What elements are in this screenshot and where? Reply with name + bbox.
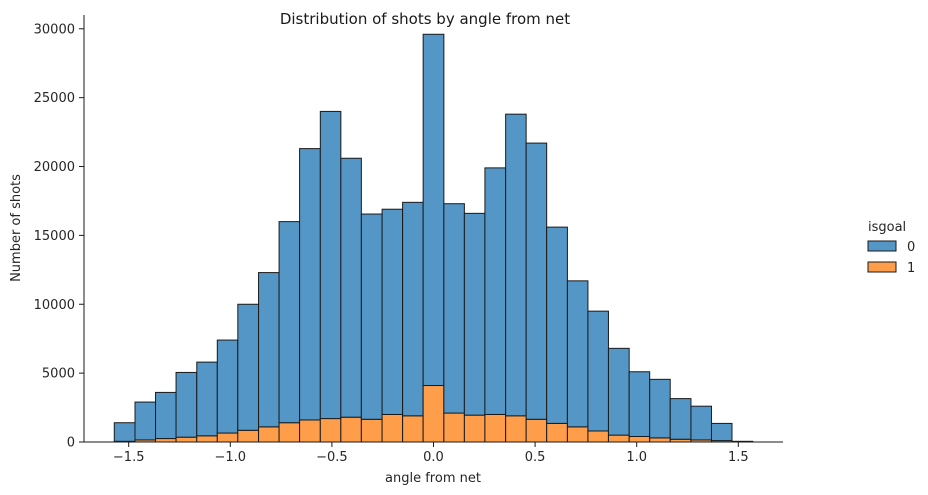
bars-group — [113, 33, 754, 443]
bar-isgoal-1-bin-13 — [360, 418, 383, 443]
bar-isgoal-1-bin-19 — [484, 413, 507, 443]
bar-isgoal-0-bin-3 — [155, 391, 177, 440]
legend-items: 01 — [867, 240, 915, 276]
bar-isgoal-1-bin-8 — [258, 426, 280, 443]
bar-isgoal-0-bin-4 — [175, 371, 198, 438]
bar-isgoal-0-bin-17 — [443, 203, 465, 414]
bar-isgoal-0-bin-21 — [525, 142, 548, 420]
legend-swatch-0 — [867, 240, 897, 252]
x-axis-label: angle from net — [385, 471, 481, 486]
bar-isgoal-1-bin-3 — [155, 438, 177, 443]
y-ticks: 0 5000 10000 15000 20000 25000 30000 — [34, 22, 84, 451]
bar-isgoal-0-bin-9 — [278, 221, 301, 424]
bar-isgoal-1-bin-4 — [175, 436, 198, 443]
bar-isgoal-0-bin-5 — [196, 361, 218, 437]
bar-isgoal-1-bin-16 — [422, 385, 445, 443]
bar-isgoal-0-bin-15 — [402, 201, 424, 417]
bar-isgoal-0-bin-27 — [649, 378, 671, 439]
y-tick-label: 5000 — [42, 367, 75, 382]
x-tick-label: −1.5 — [113, 450, 145, 465]
x-tick-label: 1.5 — [728, 450, 749, 465]
x-ticks: −1.5 −1.0 −0.5 0.0 0.5 1.0 1.5 — [113, 442, 749, 465]
bar-isgoal-1-bin-23 — [566, 426, 589, 443]
y-tick-label: 30000 — [34, 22, 75, 37]
y-tick-label: 25000 — [34, 91, 75, 106]
bar-isgoal-0-bin-26 — [628, 371, 651, 437]
bar-isgoal-0-bin-7 — [237, 303, 260, 431]
legend-title: isgoal — [868, 220, 906, 235]
bar-isgoal-0-bin-23 — [566, 280, 589, 428]
legend-label-1: 1 — [907, 261, 915, 276]
bar-isgoal-0-bin-28 — [669, 398, 692, 440]
x-tick-label: 0.0 — [423, 450, 444, 465]
chart-title: Distribution of shots by angle from net — [280, 10, 570, 28]
bar-isgoal-1-bin-5 — [196, 435, 218, 443]
bar-isgoal-0-bin-12 — [340, 157, 362, 418]
y-tick-label: 0 — [67, 436, 75, 451]
bar-isgoal-0-bin-10 — [299, 148, 321, 421]
bar-isgoal-1-bin-18 — [463, 414, 486, 443]
bar-isgoal-0-bin-25 — [607, 347, 630, 436]
bar-isgoal-1-bin-10 — [299, 419, 321, 443]
bar-isgoal-0-bin-18 — [463, 212, 486, 416]
bar-isgoal-0-bin-30 — [710, 422, 733, 442]
legend-label-0: 0 — [907, 240, 915, 255]
bar-isgoal-1-bin-22 — [546, 422, 568, 443]
bar-isgoal-1-bin-11 — [319, 418, 342, 443]
bar-isgoal-1-bin-12 — [340, 416, 362, 443]
bar-isgoal-0-bin-29 — [690, 405, 712, 441]
bar-isgoal-0-bin-1 — [113, 422, 136, 442]
bar-isgoal-1-bin-17 — [443, 412, 465, 443]
bar-isgoal-1-bin-24 — [587, 430, 609, 443]
bar-isgoal-1-bin-6 — [216, 432, 239, 443]
bar-isgoal-0-bin-11 — [319, 110, 342, 420]
x-tick-label: 1.0 — [626, 450, 647, 465]
bar-isgoal-1-bin-21 — [525, 418, 548, 443]
bar-isgoal-1-bin-9 — [278, 422, 301, 443]
bar-isgoal-0-bin-6 — [216, 339, 239, 434]
bar-isgoal-0-bin-24 — [587, 310, 609, 432]
y-tick-label: 10000 — [34, 298, 75, 313]
bar-isgoal-0-bin-16 — [422, 33, 445, 387]
legend-swatch-1 — [867, 261, 897, 273]
bar-isgoal-1-bin-14 — [381, 413, 404, 443]
y-tick-label: 20000 — [34, 160, 75, 175]
x-tick-label: −0.5 — [316, 450, 348, 465]
bar-isgoal-1-bin-7 — [237, 429, 260, 443]
bar-isgoal-0-bin-22 — [546, 226, 568, 424]
bar-isgoal-1-bin-20 — [505, 415, 527, 443]
bar-isgoal-1-bin-15 — [402, 415, 424, 443]
axes-group: −1.5 −1.0 −0.5 0.0 0.5 1.0 1.5 0 5000 10000 15000… — [34, 15, 783, 465]
bar-isgoal-0-bin-19 — [484, 167, 507, 415]
legend: isgoal 01 — [867, 220, 915, 276]
bar-isgoal-0-bin-13 — [360, 213, 383, 420]
y-tick-label: 15000 — [34, 229, 75, 244]
bar-isgoal-1-bin-25 — [607, 434, 630, 443]
x-tick-label: 0.5 — [525, 450, 546, 465]
bar-isgoal-0-bin-14 — [381, 208, 404, 415]
bar-isgoal-0-bin-2 — [134, 401, 157, 441]
bar-isgoal-0-bin-8 — [258, 272, 280, 428]
x-tick-label: −1.0 — [215, 450, 247, 465]
y-axis-label: Number of shots — [9, 174, 24, 282]
bar-isgoal-1-bin-26 — [628, 435, 651, 443]
bar-isgoal-1-bin-27 — [649, 437, 671, 443]
bar-isgoal-0-bin-20 — [505, 113, 527, 417]
